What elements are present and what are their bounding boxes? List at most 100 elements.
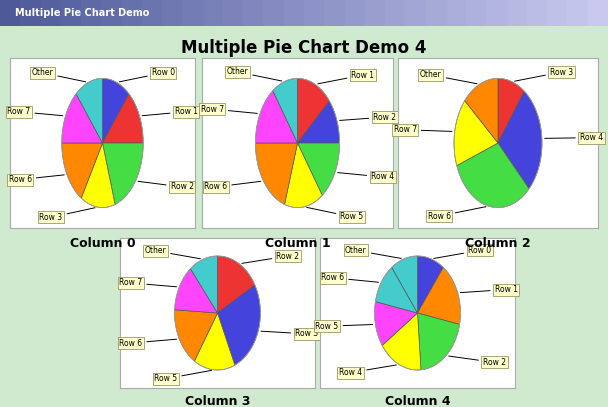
- Text: Row 7: Row 7: [393, 125, 452, 134]
- Text: Row 7: Row 7: [119, 278, 176, 287]
- Bar: [486, 0, 506, 26]
- Text: Row 4: Row 4: [337, 173, 395, 182]
- Bar: [547, 0, 567, 26]
- Text: Row 5: Row 5: [307, 208, 364, 221]
- Polygon shape: [62, 143, 103, 198]
- Bar: [61, 0, 81, 26]
- Text: Row 6: Row 6: [204, 181, 261, 191]
- Text: Row 4: Row 4: [545, 133, 603, 142]
- Bar: [81, 0, 102, 26]
- Text: Other: Other: [345, 246, 401, 258]
- Polygon shape: [218, 285, 260, 365]
- Text: Other: Other: [144, 246, 201, 259]
- Polygon shape: [195, 313, 235, 370]
- Polygon shape: [190, 256, 218, 313]
- Text: Row 1: Row 1: [460, 285, 517, 294]
- Polygon shape: [382, 313, 421, 370]
- Text: Column 1: Column 1: [264, 237, 330, 250]
- Bar: [527, 0, 547, 26]
- Text: Other: Other: [420, 70, 477, 84]
- Bar: [122, 0, 142, 26]
- Text: Row 4: Row 4: [339, 365, 396, 377]
- Polygon shape: [174, 310, 218, 361]
- Text: Row 6: Row 6: [427, 207, 486, 221]
- Text: Multiple Pie Chart Demo 4: Multiple Pie Chart Demo 4: [181, 39, 427, 57]
- Polygon shape: [498, 91, 542, 189]
- Bar: [41, 0, 61, 26]
- Bar: [202, 0, 223, 26]
- Bar: [223, 0, 243, 26]
- Polygon shape: [297, 101, 339, 143]
- Polygon shape: [81, 143, 115, 208]
- Text: Column 0: Column 0: [70, 237, 136, 250]
- Text: Multiple Pie Chart Demo: Multiple Pie Chart Demo: [15, 8, 150, 18]
- Polygon shape: [103, 94, 143, 143]
- Text: Row 6: Row 6: [321, 273, 378, 282]
- Text: Row 5: Row 5: [316, 322, 373, 331]
- Bar: [506, 0, 527, 26]
- Bar: [304, 0, 324, 26]
- Bar: [466, 0, 486, 26]
- Polygon shape: [418, 256, 443, 313]
- Polygon shape: [498, 79, 524, 143]
- Text: Other: Other: [32, 68, 86, 82]
- Polygon shape: [375, 302, 418, 346]
- Text: Row 5: Row 5: [154, 370, 212, 383]
- Polygon shape: [62, 94, 103, 143]
- Bar: [588, 0, 608, 26]
- Polygon shape: [103, 79, 129, 143]
- Bar: [426, 0, 446, 26]
- Bar: [263, 0, 284, 26]
- Text: Column 3: Column 3: [185, 395, 250, 407]
- Text: Row 3: Row 3: [514, 68, 573, 81]
- Polygon shape: [376, 267, 418, 313]
- Bar: [365, 0, 385, 26]
- Text: Other: Other: [226, 68, 282, 81]
- Polygon shape: [465, 79, 498, 143]
- Bar: [345, 0, 365, 26]
- Bar: [182, 0, 202, 26]
- Polygon shape: [392, 256, 418, 313]
- Polygon shape: [418, 267, 460, 324]
- Polygon shape: [285, 143, 322, 208]
- Text: Row 2: Row 2: [242, 252, 299, 263]
- Text: Row 6: Row 6: [119, 339, 176, 348]
- Bar: [324, 0, 345, 26]
- Text: Row 3: Row 3: [40, 208, 95, 222]
- Bar: [243, 0, 263, 26]
- Bar: [162, 0, 182, 26]
- Bar: [102, 0, 122, 26]
- Bar: [446, 0, 466, 26]
- Text: Row 0: Row 0: [434, 246, 491, 258]
- Bar: [567, 0, 588, 26]
- Polygon shape: [273, 79, 297, 143]
- Polygon shape: [255, 91, 297, 143]
- Text: Row 1: Row 1: [142, 107, 198, 116]
- Bar: [20, 0, 41, 26]
- Bar: [385, 0, 406, 26]
- Polygon shape: [457, 143, 529, 208]
- Text: Row 1: Row 1: [318, 70, 375, 84]
- Bar: [0, 0, 20, 26]
- Polygon shape: [418, 313, 460, 370]
- Polygon shape: [297, 79, 330, 143]
- Bar: [406, 0, 426, 26]
- Polygon shape: [103, 143, 143, 204]
- Bar: [142, 0, 162, 26]
- Text: Column 2: Column 2: [465, 237, 531, 250]
- Polygon shape: [174, 269, 218, 313]
- Polygon shape: [255, 143, 297, 204]
- Polygon shape: [76, 79, 103, 143]
- Bar: [284, 0, 304, 26]
- Text: Row 3: Row 3: [261, 329, 319, 338]
- Text: Column 4: Column 4: [385, 395, 451, 407]
- Polygon shape: [218, 256, 255, 313]
- Text: Row 6: Row 6: [9, 175, 64, 184]
- Text: Row 2: Row 2: [138, 182, 193, 191]
- Polygon shape: [297, 143, 339, 195]
- Text: Row 7: Row 7: [7, 107, 63, 116]
- Text: Row 2: Row 2: [340, 113, 396, 122]
- Polygon shape: [454, 101, 498, 166]
- Text: Row 0: Row 0: [119, 68, 175, 82]
- Text: Row 2: Row 2: [449, 356, 506, 367]
